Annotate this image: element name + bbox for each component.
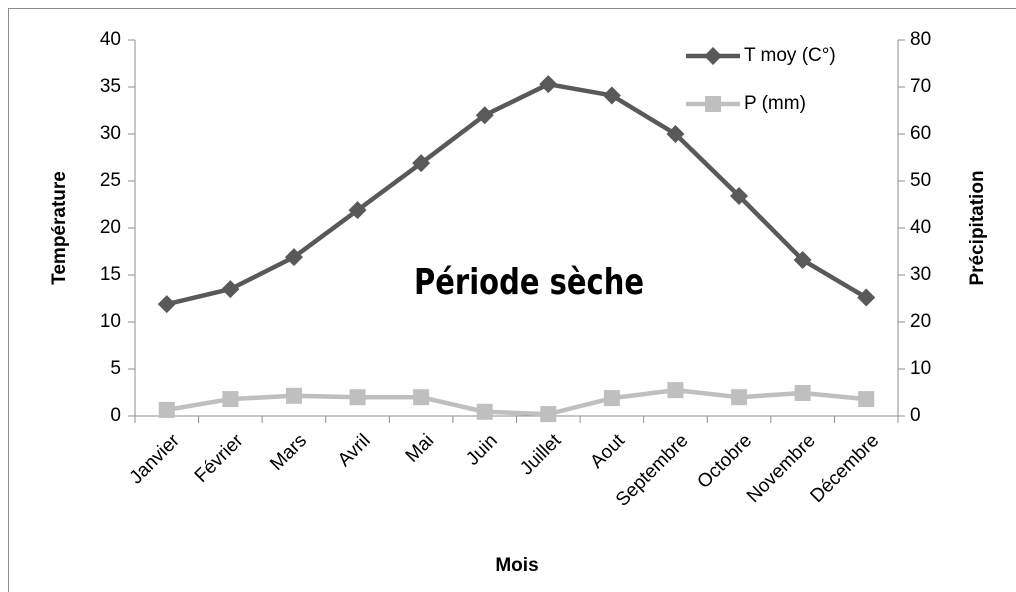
- point-marker: [475, 106, 494, 125]
- y-tick-label: 15: [100, 264, 121, 285]
- point-marker: [413, 389, 430, 406]
- y-tick-label: 10: [100, 311, 121, 332]
- point-marker: [540, 406, 557, 423]
- y2-tick-label: 20: [910, 311, 931, 332]
- point-marker: [857, 288, 876, 307]
- point-marker: [221, 280, 240, 299]
- series-line: [166, 81, 868, 307]
- legend-marker: [704, 47, 722, 65]
- point-marker: [157, 295, 176, 314]
- point-marker: [349, 389, 366, 406]
- point-marker: [348, 201, 367, 220]
- point-marker: [158, 401, 175, 418]
- legend-label: P (mm): [744, 93, 806, 114]
- y-tick-label: 25: [100, 170, 121, 191]
- point-marker: [603, 390, 620, 407]
- point-marker: [731, 389, 748, 406]
- y-axis-title: Température: [49, 171, 70, 285]
- y-tick-label: 20: [100, 217, 121, 238]
- series-line: [166, 387, 867, 417]
- point-marker: [666, 125, 685, 143]
- point-marker: [284, 248, 303, 267]
- y2-tick-label: 10: [910, 358, 931, 379]
- point-marker: [794, 384, 811, 401]
- y2-tick-label: 70: [910, 76, 931, 97]
- y-tick-label: 5: [110, 358, 121, 379]
- point-marker: [667, 382, 684, 399]
- x-axis-title: Mois: [495, 555, 538, 576]
- legend-label: T moy (C°): [744, 45, 836, 66]
- y2-tick-label: 0: [910, 405, 921, 426]
- point-marker: [793, 250, 812, 269]
- legend-marker: [705, 96, 721, 112]
- point-marker: [222, 391, 239, 408]
- point-marker: [730, 187, 749, 206]
- annotation: Période sèche: [414, 262, 644, 303]
- point-marker: [285, 387, 302, 404]
- point-marker: [412, 154, 431, 173]
- y2-tick-label: 30: [910, 264, 931, 285]
- y2-tick-label: 40: [910, 217, 931, 238]
- y2-tick-label: 60: [910, 123, 931, 144]
- point-marker: [476, 403, 493, 420]
- y-tick-label: 30: [100, 123, 121, 144]
- point-marker: [602, 86, 621, 105]
- y2-tick-label: 50: [910, 170, 931, 191]
- y-tick-label: 40: [100, 29, 121, 50]
- point-marker: [539, 75, 558, 94]
- y2-axis-title: Précipitation: [967, 170, 988, 285]
- point-marker: [858, 391, 875, 408]
- y2-tick-label: 80: [910, 29, 931, 50]
- y-tick-label: 35: [100, 76, 121, 97]
- y-tick-label: 0: [110, 405, 121, 426]
